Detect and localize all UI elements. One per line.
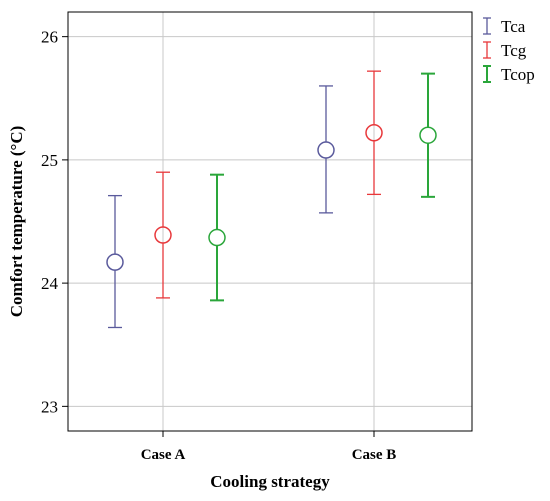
x-tick-label: Case A <box>141 447 186 463</box>
x-tick-labels: Case A Case B <box>141 431 397 463</box>
error-bar-tcop-case-a <box>208 173 226 302</box>
gridlines <box>68 12 472 431</box>
legend-item-tcop: Tcop <box>483 65 535 84</box>
error-bar-tcop-case-b <box>419 72 437 198</box>
error-bar-tca-case-a <box>106 194 124 329</box>
error-bar-tcg-case-a <box>154 171 172 299</box>
legend-label: Tcop <box>501 65 535 84</box>
error-bar-tca-case-b <box>317 85 335 214</box>
mean-marker <box>154 226 172 244</box>
y-tick-label: 23 <box>41 397 58 416</box>
y-tick-labels: 23 24 25 26 <box>41 28 68 416</box>
legend-label: Tca <box>501 17 526 36</box>
data-points <box>106 70 437 329</box>
error-bar-tcg-case-b <box>365 70 383 196</box>
y-tick-label: 24 <box>41 274 59 293</box>
y-axis-title: Comfort temperature (°C) <box>7 126 26 318</box>
legend: Tca Tcg Tcop <box>483 17 535 84</box>
mean-marker <box>208 228 226 247</box>
legend-label: Tcg <box>501 41 527 60</box>
mean-marker <box>419 126 437 144</box>
y-tick-label: 26 <box>41 28 58 47</box>
plot-frame <box>67 11 473 432</box>
legend-item-tca: Tca <box>483 17 526 36</box>
y-tick-label: 25 <box>41 151 58 170</box>
x-axis-title: Cooling strategy <box>210 472 330 491</box>
mean-marker <box>365 124 383 142</box>
mean-marker <box>106 253 124 271</box>
legend-item-tcg: Tcg <box>483 41 527 60</box>
mean-marker <box>317 141 335 159</box>
x-tick-label: Case B <box>352 447 397 463</box>
